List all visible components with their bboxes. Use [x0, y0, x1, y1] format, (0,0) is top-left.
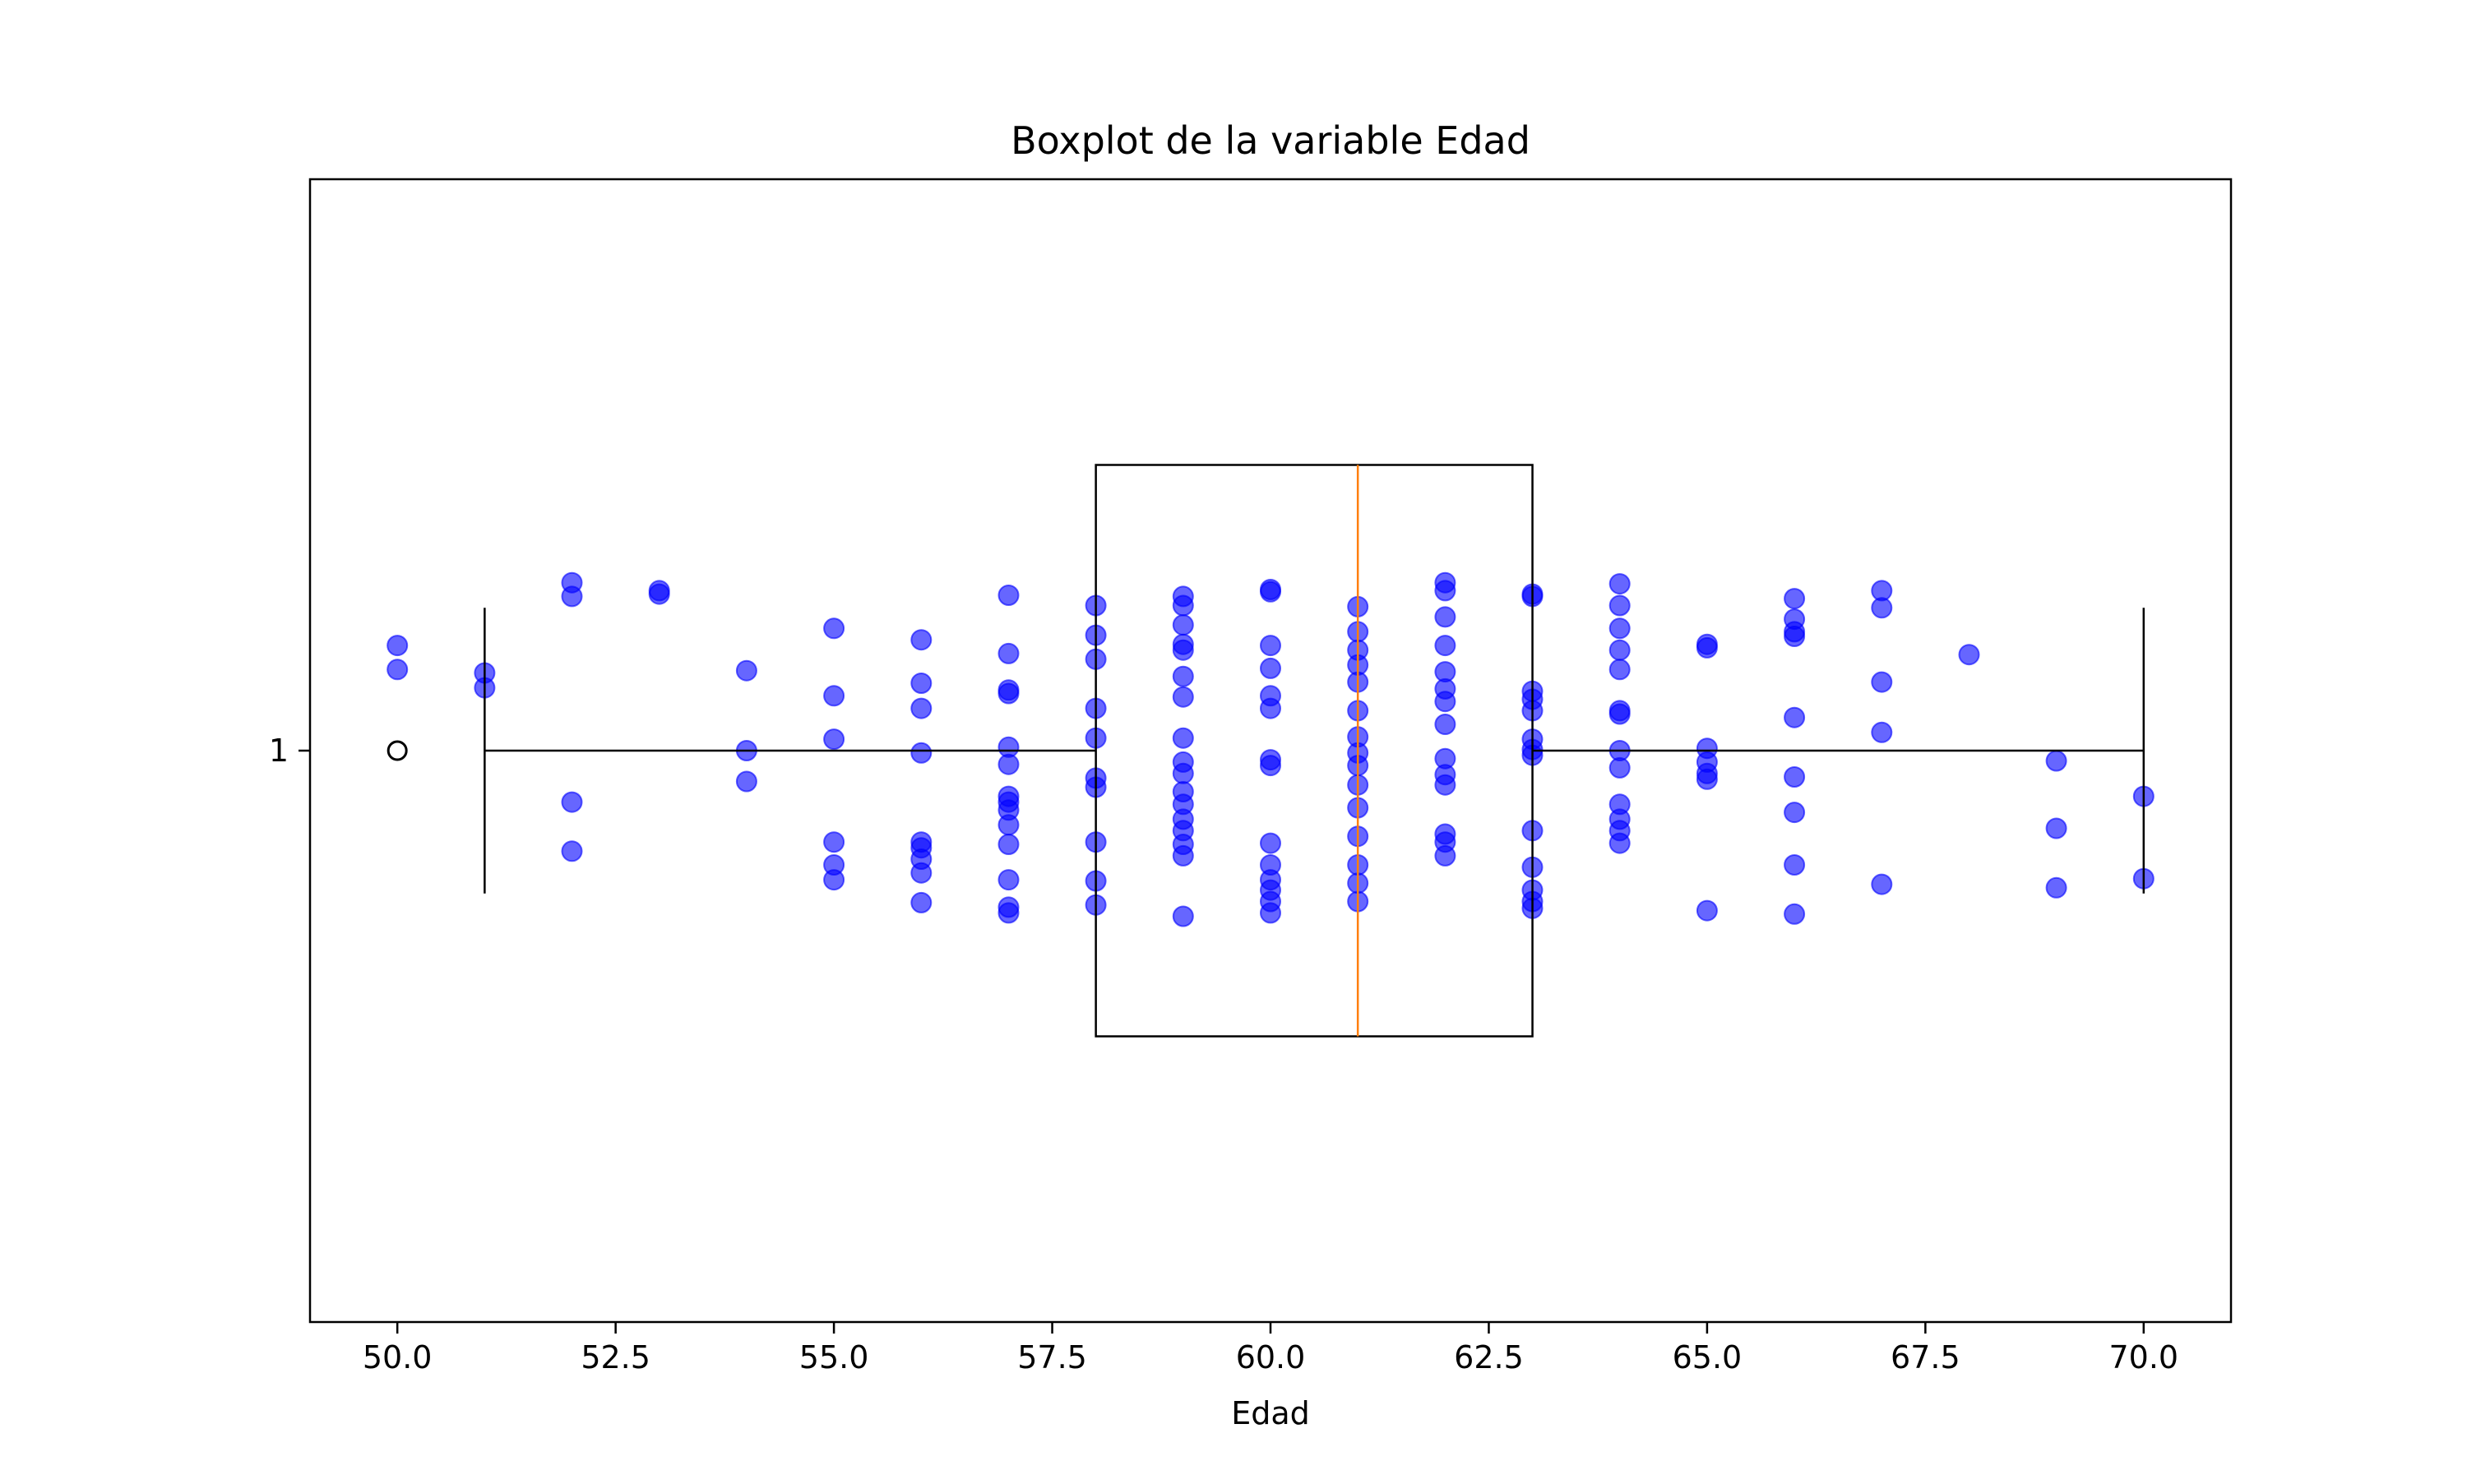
x-tick-label: 67.5 [1891, 1339, 1960, 1375]
data-point [1172, 639, 1194, 661]
data-point [1260, 832, 1281, 854]
data-point [561, 585, 583, 608]
x-tick-label: 65.0 [1673, 1339, 1743, 1375]
data-point [2045, 817, 2067, 839]
data-point [1172, 686, 1194, 708]
data-point [1434, 635, 1456, 657]
data-point [1696, 768, 1718, 790]
data-point [997, 834, 1020, 855]
data-point [910, 891, 933, 913]
data-point [1172, 665, 1194, 687]
data-point [997, 869, 1020, 891]
x-tick-label: 52.5 [581, 1339, 650, 1375]
data-point [823, 831, 845, 853]
data-point [823, 685, 845, 707]
data-point [1260, 697, 1281, 719]
data-point [1958, 644, 1980, 666]
chart-title: Boxplot de la variable Edad [1011, 118, 1530, 163]
data-point [561, 791, 583, 813]
data-point [1696, 899, 1718, 922]
x-tick-label: 55.0 [799, 1339, 869, 1375]
data-point [1434, 774, 1456, 796]
data-point [1784, 903, 1806, 925]
data-point [1608, 832, 1631, 854]
data-point [1696, 636, 1718, 659]
data-point [1871, 671, 1893, 693]
data-point [1434, 580, 1456, 602]
data-point [997, 585, 1020, 606]
data-point [648, 583, 670, 605]
data-point [1784, 766, 1806, 788]
data-point [910, 742, 933, 764]
data-point [1434, 606, 1456, 628]
x-axis-label: Edad [1231, 1395, 1310, 1431]
data-point [1434, 844, 1456, 867]
data-point [735, 770, 757, 793]
data-point [1608, 573, 1631, 595]
data-point [1260, 755, 1281, 777]
axes: 50.0 52.5 55.0 57.5 60.0 62.5 65.0 67.5 70.0 1 [269, 733, 2178, 1375]
outlier-marker [386, 740, 408, 761]
data-point [1172, 905, 1194, 927]
data-point [997, 753, 1020, 775]
data-point [1784, 854, 1806, 876]
data-point [386, 659, 409, 681]
x-tick-label: 70.0 [2109, 1339, 2179, 1375]
box-and-whiskers [386, 464, 2145, 1038]
x-tick-label: 57.5 [1017, 1339, 1087, 1375]
data-points [386, 571, 2155, 927]
data-point [910, 629, 933, 651]
data-point [1172, 844, 1194, 867]
data-point [1608, 617, 1631, 640]
interquartile-box [1095, 464, 1534, 1038]
data-point [910, 697, 933, 719]
data-point [997, 814, 1020, 836]
data-point [1260, 580, 1281, 603]
data-point [910, 862, 933, 884]
data-point [735, 659, 757, 682]
data-point [997, 682, 1020, 705]
data-point [1172, 727, 1194, 749]
x-tick-label: 60.0 [1236, 1339, 1306, 1375]
data-point [823, 617, 845, 640]
x-tick-label: 50.0 [363, 1339, 433, 1375]
data-point [1784, 626, 1806, 647]
data-point [1608, 659, 1631, 681]
data-point [1260, 902, 1281, 924]
data-point [1434, 714, 1456, 735]
data-point [1172, 594, 1194, 617]
data-point [1172, 614, 1194, 636]
data-point [1608, 756, 1631, 779]
y-tick-label: 1 [269, 733, 289, 769]
data-point [1784, 588, 1806, 610]
data-point [1871, 873, 1893, 895]
data-point [1608, 639, 1631, 661]
data-point [1260, 657, 1281, 679]
data-point [1260, 635, 1281, 657]
data-point [997, 642, 1020, 664]
data-point [2045, 750, 2067, 772]
data-point [561, 840, 583, 862]
data-point [1608, 703, 1631, 725]
plot-frame [308, 178, 2233, 1324]
data-point [910, 673, 933, 694]
data-point [823, 869, 845, 891]
data-point [1434, 691, 1456, 713]
data-point [1784, 706, 1806, 728]
data-point [997, 902, 1020, 924]
x-tick-label: 62.5 [1454, 1339, 1524, 1375]
data-point [1608, 594, 1631, 617]
data-point [1871, 597, 1893, 619]
data-point [1784, 802, 1806, 824]
data-point [823, 728, 845, 751]
data-point [1172, 762, 1194, 784]
data-point [1871, 721, 1893, 743]
data-point [386, 635, 409, 657]
data-point [2045, 876, 2067, 899]
